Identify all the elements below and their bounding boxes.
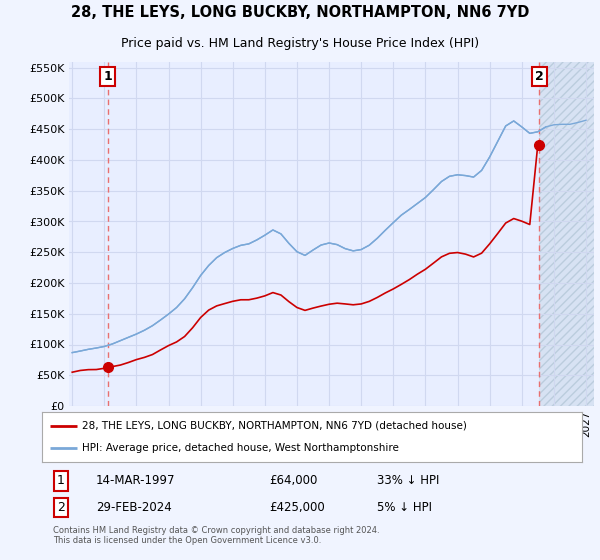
Text: 29-FEB-2024: 29-FEB-2024 xyxy=(96,501,172,514)
Text: 28, THE LEYS, LONG BUCKBY, NORTHAMPTON, NN6 7YD: 28, THE LEYS, LONG BUCKBY, NORTHAMPTON, … xyxy=(71,5,529,20)
Text: £425,000: £425,000 xyxy=(269,501,325,514)
Text: 1: 1 xyxy=(103,70,112,83)
Text: 33% ↓ HPI: 33% ↓ HPI xyxy=(377,474,439,487)
Text: 28, THE LEYS, LONG BUCKBY, NORTHAMPTON, NN6 7YD (detached house): 28, THE LEYS, LONG BUCKBY, NORTHAMPTON, … xyxy=(83,421,467,431)
Text: Contains HM Land Registry data © Crown copyright and database right 2024.
This d: Contains HM Land Registry data © Crown c… xyxy=(53,526,379,545)
Text: 2: 2 xyxy=(535,70,544,83)
Text: Price paid vs. HM Land Registry's House Price Index (HPI): Price paid vs. HM Land Registry's House … xyxy=(121,37,479,50)
Text: 14-MAR-1997: 14-MAR-1997 xyxy=(96,474,176,487)
Text: 1: 1 xyxy=(57,474,65,487)
Text: 5% ↓ HPI: 5% ↓ HPI xyxy=(377,501,432,514)
Text: £64,000: £64,000 xyxy=(269,474,317,487)
Text: HPI: Average price, detached house, West Northamptonshire: HPI: Average price, detached house, West… xyxy=(83,443,400,453)
Bar xyxy=(539,62,594,406)
Text: 2: 2 xyxy=(57,501,65,514)
